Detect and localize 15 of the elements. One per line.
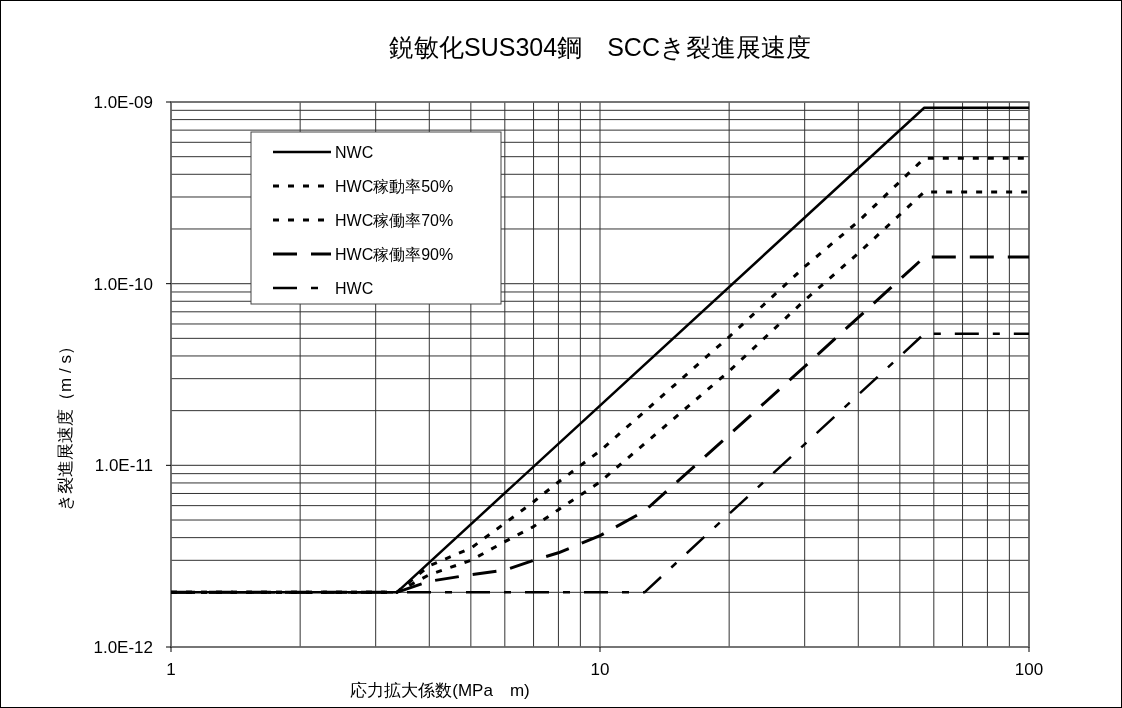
y-tick-label: 1.0E-11 (94, 456, 153, 476)
legend-label: HWC稼働率70% (335, 212, 454, 229)
chart-title: 鋭敏化SUS304鋼 SCCき裂進展速度 (389, 33, 811, 61)
legend-label: NWC (335, 144, 374, 161)
legend-label: HWC稼動率50% (335, 178, 454, 195)
y-tick-label: 1.0E-09 (93, 93, 153, 112)
legend-label: HWC (335, 280, 374, 297)
legend-label: HWC稼働率90% (335, 246, 454, 263)
x-tick-label: 10 (590, 660, 610, 679)
x-tick-label: 100 (1014, 660, 1044, 679)
y-tick-label: 1.0E-12 (93, 638, 153, 657)
y-tick-label: 1.0E-10 (93, 274, 153, 294)
y-axis-title: き裂進展速度（m / s） (56, 338, 75, 511)
x-tick-label: 1 (166, 660, 176, 679)
x-axis-title: 応力拡大係数(MPa m) (350, 681, 530, 700)
